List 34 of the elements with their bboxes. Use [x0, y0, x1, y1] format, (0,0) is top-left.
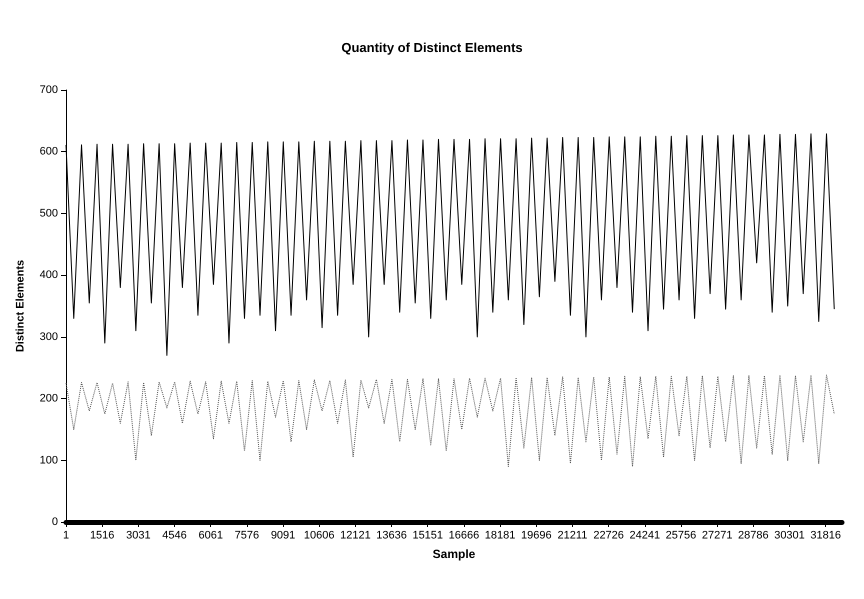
- y-tick-label: 600: [40, 146, 58, 158]
- x-tick-label: 12121: [340, 530, 371, 542]
- x-tick-label: 21211: [558, 530, 588, 542]
- x-tick-label: 22726: [593, 530, 624, 542]
- x-tick-label: 31816: [810, 530, 841, 542]
- x-tick-label: 30301: [774, 530, 805, 542]
- y-tick-label: 0: [52, 516, 58, 528]
- x-tick-label: 7576: [234, 530, 260, 542]
- x-axis-title: Sample: [432, 547, 476, 561]
- x-tick-label: 27271: [702, 530, 732, 542]
- chart-title: Quantity of Distinct Elements: [341, 40, 523, 55]
- y-tick-label: 500: [40, 207, 58, 220]
- x-tick-label: 13636: [376, 530, 407, 542]
- x-tick-label: 1: [62, 530, 70, 542]
- x-tick-label: 10606: [304, 530, 335, 542]
- x-tick-label: 25756: [666, 530, 696, 542]
- x-tick-label: 28786: [738, 530, 769, 542]
- line-series: [66, 374, 835, 467]
- y-tick-label: 400: [40, 269, 58, 282]
- y-tick-label: 200: [40, 392, 58, 405]
- x-tick-label: 19696: [520, 530, 552, 542]
- x-tick-label: 1516: [90, 530, 114, 542]
- x-tick-label: 4546: [162, 530, 187, 542]
- x-tick-label: 3031: [126, 530, 151, 542]
- x-tick-label: 15151: [412, 530, 444, 542]
- y-tick-label: 300: [40, 330, 58, 343]
- x-tick-label: 16666: [448, 530, 480, 542]
- x-tick-label: 9091: [270, 530, 296, 542]
- y-tick-label: 100: [40, 454, 58, 466]
- x-tick-label: 6061: [198, 530, 223, 542]
- x-tick-label: 18181: [484, 530, 516, 542]
- y-tick-label: 700: [40, 84, 58, 96]
- y-axis-title: Distinct Elements: [14, 260, 26, 352]
- x-tick-label: 24241: [629, 530, 660, 542]
